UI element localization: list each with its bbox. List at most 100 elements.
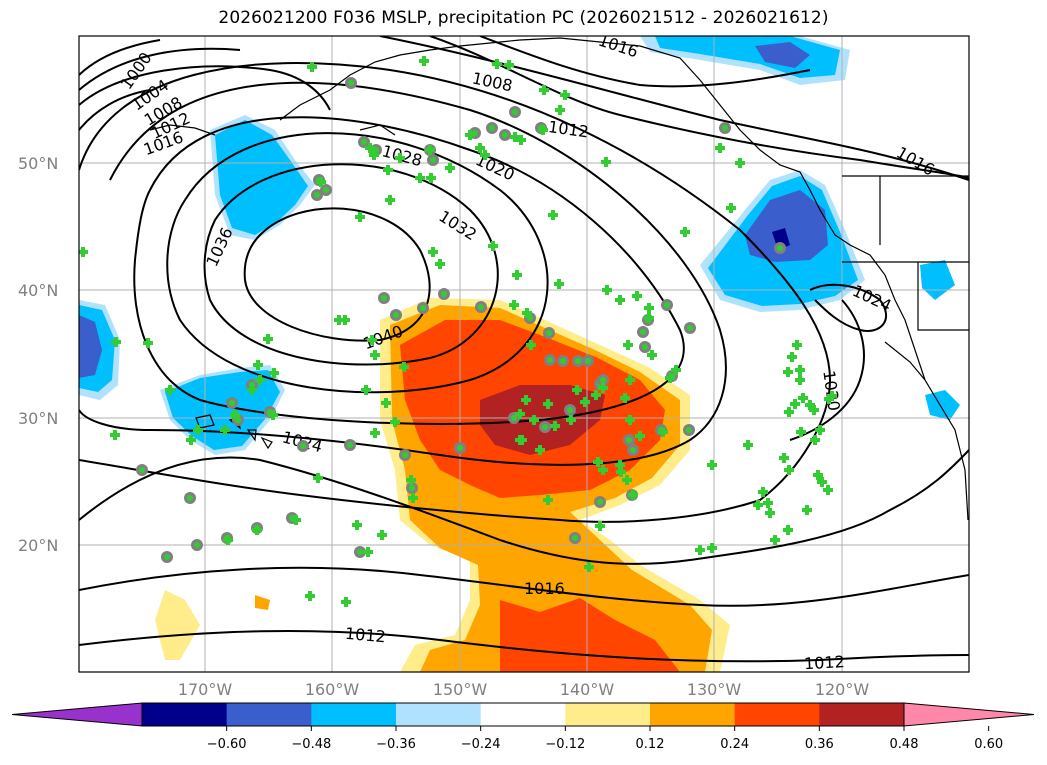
station-marker-dot	[502, 132, 508, 138]
colorbar-segment	[650, 703, 736, 726]
station-marker-plus	[340, 315, 350, 325]
station-marker-plus	[644, 313, 654, 323]
station-marker-plus	[632, 291, 642, 301]
station-marker-plus	[726, 203, 736, 213]
station-marker-plus	[399, 362, 409, 372]
station-marker-plus	[753, 500, 763, 510]
station-marker-dot	[402, 452, 408, 458]
isobar-1024	[79, 81, 727, 466]
station-marker-plus	[817, 477, 827, 487]
station-marker-plus	[269, 368, 279, 378]
station-marker-plus	[385, 195, 395, 205]
station-marker-dot	[323, 187, 329, 193]
station-marker-plus	[598, 383, 608, 393]
station-marker-dot	[139, 467, 145, 473]
station-marker-plus	[810, 435, 820, 445]
station-marker-plus	[509, 300, 519, 310]
station-marker-plus	[707, 460, 717, 470]
station-marker-dot	[381, 295, 387, 301]
station-marker-plus	[367, 335, 377, 345]
isobar-1020	[79, 62, 832, 523]
station-marker-dot	[640, 329, 646, 335]
colorbar-tick-label: −0.36	[376, 737, 416, 752]
station-marker-plus	[79, 247, 88, 257]
station-marker-plus	[802, 505, 812, 515]
station-marker-plus	[783, 367, 793, 377]
station-marker-plus	[787, 352, 797, 362]
station-marker-plus	[370, 428, 380, 438]
isobar-1016-west	[79, 89, 151, 131]
station-marker-dot	[409, 485, 415, 491]
station-marker-dot	[572, 535, 578, 541]
station-marker-plus	[566, 415, 576, 425]
station-marker-plus	[763, 498, 773, 508]
station-marker-dot	[393, 312, 399, 318]
colorbar-segment	[396, 703, 482, 726]
isobar-1012-north	[429, 36, 969, 179]
station-marker-plus	[743, 440, 753, 450]
precip-positive-fill	[155, 298, 730, 672]
station-marker-plus	[707, 543, 717, 553]
station-marker-plus	[644, 303, 654, 313]
station-marker-plus	[369, 150, 379, 160]
colorbar-extend-high	[903, 702, 1035, 727]
colorbar-segment	[142, 703, 228, 726]
station-marker-plus	[809, 405, 819, 415]
lat-label-20: 20°N	[18, 536, 58, 555]
station-marker-plus	[823, 485, 833, 495]
station-marker-plus	[758, 487, 768, 497]
station-marker-dot	[630, 447, 636, 453]
lat-label-40: 40°N	[18, 281, 58, 300]
precip-med-blue-alaska	[755, 42, 810, 68]
station-marker-plus	[658, 427, 668, 437]
lon-label-150w: 150°W	[433, 680, 488, 699]
station-marker-plus	[426, 173, 436, 183]
precip-blue-cal	[925, 390, 960, 420]
station-marker-plus	[377, 530, 387, 540]
station-marker-plus	[784, 465, 794, 475]
station-marker-plus	[223, 535, 233, 545]
lat-label-50: 50°N	[18, 154, 58, 173]
colorbar-segment	[480, 703, 566, 726]
station-marker-dot	[722, 125, 728, 131]
isobar-1036	[203, 163, 499, 366]
station-marker-plus	[595, 521, 605, 531]
station-marker-plus	[620, 393, 630, 403]
station-marker-plus	[253, 360, 263, 370]
colorbar-tick-label: 0.60	[974, 737, 1003, 752]
station-marker-plus	[598, 465, 608, 475]
station-marker-plus	[593, 457, 603, 467]
colorbar-segment	[311, 703, 397, 726]
station-marker-plus	[406, 475, 416, 485]
station-marker-plus	[361, 385, 371, 395]
station-marker-plus	[428, 247, 438, 257]
map-frame	[78, 35, 970, 673]
map-title: 2026021200 F036 MSLP, precipitation PC (…	[218, 8, 829, 28]
colorbar-tick-labels: −0.60 −0.48 −0.36 −0.24 −0.12 0.12 0.24 0.36 0.4…	[207, 726, 1003, 752]
latitude-labels: 50°N 40°N 30°N 20°N	[18, 154, 58, 555]
isobar-1008-north	[479, 36, 811, 88]
station-marker-dot	[361, 139, 367, 145]
gridlines	[79, 36, 969, 672]
station-marker-plus	[355, 212, 365, 222]
station-marker-dot	[567, 407, 573, 413]
station-marker-plus	[186, 435, 196, 445]
station-marker-plus	[488, 241, 498, 251]
isobar-1040	[243, 207, 431, 342]
precip-yellow-west	[155, 590, 200, 660]
station-marker-plus	[370, 350, 380, 360]
station-marker-dot	[457, 445, 463, 451]
station-marker-plus	[193, 425, 203, 435]
isobar-label-1012-south: 1012	[344, 624, 386, 646]
station-marker-plus	[715, 143, 725, 153]
precip-orange-west	[255, 595, 270, 610]
colorbar-segment	[565, 703, 651, 726]
station-marker-plus	[647, 350, 657, 360]
station-marker-plus	[517, 435, 527, 445]
station-marker-dot	[600, 377, 606, 383]
station-marker-plus	[790, 399, 800, 409]
station-marker-plus	[591, 390, 601, 400]
station-marker-plus	[601, 157, 611, 167]
station-marker-plus	[798, 393, 808, 403]
